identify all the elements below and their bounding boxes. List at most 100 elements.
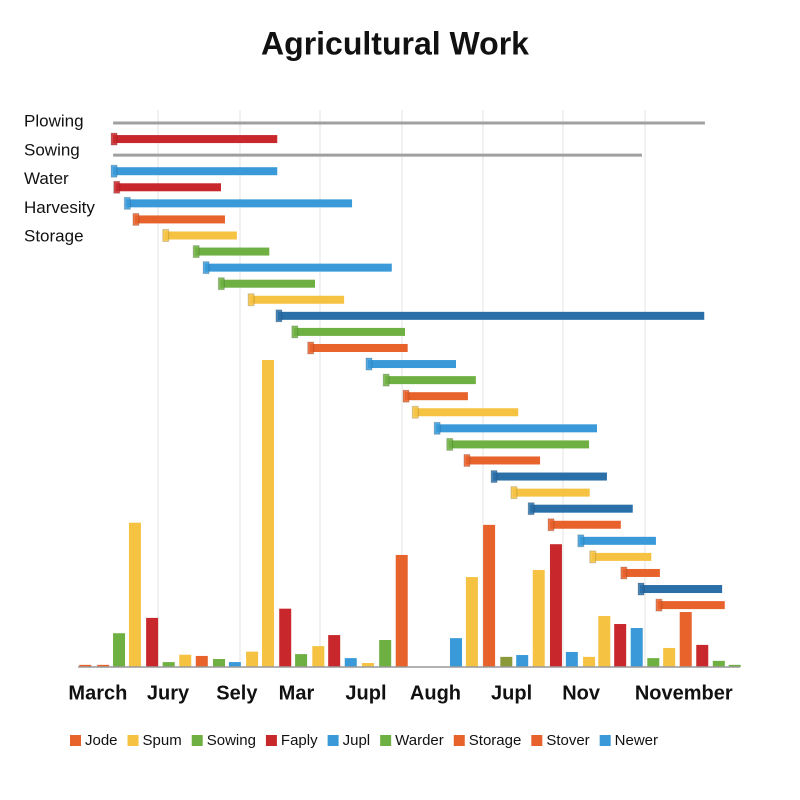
legend-label: Jupl xyxy=(343,732,371,749)
bar xyxy=(344,658,357,667)
task-bar xyxy=(195,247,270,256)
task-cap xyxy=(307,341,315,355)
task-bar xyxy=(493,472,607,481)
legend-swatch xyxy=(327,735,339,746)
task-bar xyxy=(530,504,633,513)
x-tick-label: Augh xyxy=(410,682,461,704)
legend-swatch xyxy=(265,735,277,746)
bar xyxy=(295,654,308,667)
task-bar xyxy=(405,392,468,401)
task-cap xyxy=(217,277,225,291)
task-bar xyxy=(465,456,541,465)
bar xyxy=(128,522,141,667)
legend-label: Sowing xyxy=(207,732,256,749)
row-label: Plowing xyxy=(24,111,84,130)
task-bar xyxy=(579,536,656,545)
bar xyxy=(195,655,208,667)
bar xyxy=(712,660,725,667)
task-bar xyxy=(448,440,590,449)
bar xyxy=(179,654,192,667)
bar xyxy=(113,633,126,667)
x-tick-label: March xyxy=(68,682,127,704)
bar xyxy=(246,651,259,667)
row-label: Sowing xyxy=(24,140,80,159)
bar xyxy=(614,624,627,667)
bar xyxy=(565,651,578,667)
bar xyxy=(483,524,496,667)
x-tick-label: Mar xyxy=(279,682,315,704)
chart-title: Agricultural Work xyxy=(261,25,529,61)
x-tick-label: Jury xyxy=(147,682,190,704)
task-cap xyxy=(637,582,645,596)
task-bar xyxy=(293,327,406,336)
task-cap xyxy=(291,325,299,339)
bar xyxy=(395,554,408,667)
task-line xyxy=(113,121,705,125)
bar xyxy=(79,664,92,667)
bar xyxy=(146,617,159,667)
bar xyxy=(450,638,463,667)
bar xyxy=(630,628,643,667)
bar xyxy=(647,658,660,667)
legend-label: Warder xyxy=(395,732,444,749)
task-cap xyxy=(365,357,373,371)
row-label: Harvesity xyxy=(24,198,95,217)
bar xyxy=(663,647,676,667)
task-bar xyxy=(309,343,408,352)
bar xyxy=(328,635,341,667)
task-bar xyxy=(277,311,705,320)
task-cap xyxy=(202,261,210,275)
task-cap xyxy=(110,164,118,178)
bar xyxy=(97,664,110,667)
task-cap xyxy=(463,453,471,467)
legend-label: Faply xyxy=(281,732,318,749)
x-tick-label: Sely xyxy=(216,682,258,704)
task-bar xyxy=(512,488,590,497)
task-bar xyxy=(657,601,725,610)
bar xyxy=(679,612,692,667)
bar xyxy=(500,656,513,667)
task-bar xyxy=(126,199,353,208)
bar xyxy=(261,360,274,667)
x-tick-label: Jupl xyxy=(491,682,532,704)
legend-swatch xyxy=(191,735,203,746)
task-bar xyxy=(591,552,652,561)
bar xyxy=(228,662,241,667)
legend-swatch xyxy=(453,735,465,746)
legend-label: Newer xyxy=(615,732,658,749)
task-cap xyxy=(547,518,555,532)
legend-swatch xyxy=(599,735,611,746)
legend-swatch xyxy=(380,735,392,746)
task-bar xyxy=(367,360,457,369)
bar xyxy=(728,664,741,667)
bar xyxy=(583,656,596,667)
task-cap xyxy=(382,373,390,387)
legend-swatch xyxy=(70,735,81,746)
task-bar xyxy=(113,167,278,176)
x-tick-label: Jupl xyxy=(345,682,386,704)
legend-swatch xyxy=(127,735,139,746)
task-bar xyxy=(134,215,225,224)
bar xyxy=(361,663,374,667)
x-tick-label: November xyxy=(635,682,733,704)
task-cap xyxy=(510,486,518,500)
task-cap xyxy=(110,132,118,146)
row-label: Water xyxy=(24,169,69,188)
row-label: Storage xyxy=(24,227,84,246)
task-cap xyxy=(589,550,597,564)
bar xyxy=(379,639,392,667)
bar xyxy=(312,646,325,667)
task-bar xyxy=(164,231,237,240)
task-bar xyxy=(385,376,476,385)
task-bar xyxy=(550,520,621,529)
task-cap xyxy=(490,470,498,484)
task-cap xyxy=(162,228,170,242)
task-bar xyxy=(250,295,345,304)
legend-label: Spum xyxy=(143,732,182,749)
bar xyxy=(465,577,478,667)
task-line xyxy=(113,153,643,157)
task-bar xyxy=(414,408,519,417)
bar xyxy=(279,608,292,667)
task-cap xyxy=(577,534,585,548)
